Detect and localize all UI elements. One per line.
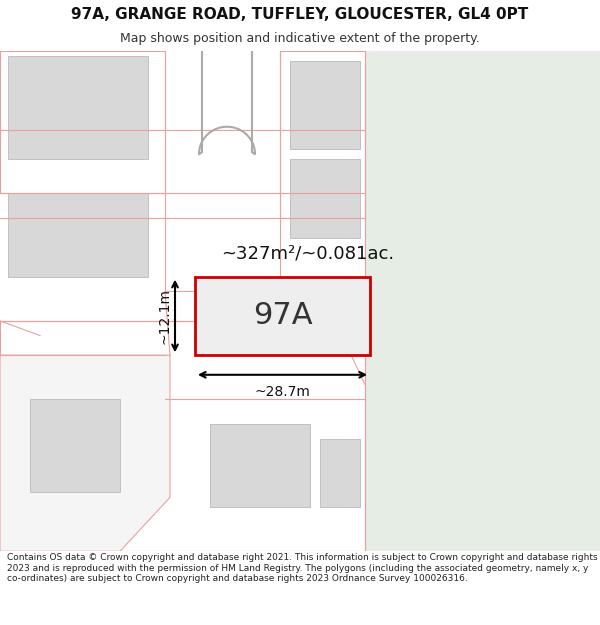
Polygon shape bbox=[165, 51, 280, 291]
Polygon shape bbox=[30, 399, 120, 492]
Polygon shape bbox=[365, 51, 600, 551]
Polygon shape bbox=[290, 61, 360, 149]
Polygon shape bbox=[0, 51, 165, 193]
Text: 97A: 97A bbox=[253, 301, 313, 331]
Polygon shape bbox=[8, 56, 148, 159]
Polygon shape bbox=[0, 321, 365, 551]
Text: 97A, GRANGE ROAD, TUFFLEY, GLOUCESTER, GL4 0PT: 97A, GRANGE ROAD, TUFFLEY, GLOUCESTER, G… bbox=[71, 7, 529, 22]
Polygon shape bbox=[210, 424, 310, 507]
Polygon shape bbox=[290, 159, 360, 238]
Text: ~12.1m: ~12.1m bbox=[158, 288, 172, 344]
Text: Map shows position and indicative extent of the property.: Map shows position and indicative extent… bbox=[120, 32, 480, 45]
Text: Contains OS data © Crown copyright and database right 2021. This information is : Contains OS data © Crown copyright and d… bbox=[7, 553, 598, 583]
Polygon shape bbox=[320, 439, 360, 507]
Polygon shape bbox=[0, 355, 170, 551]
Text: ~327m²/~0.081ac.: ~327m²/~0.081ac. bbox=[221, 244, 394, 262]
Polygon shape bbox=[280, 51, 365, 218]
Polygon shape bbox=[8, 193, 148, 277]
Text: ~28.7m: ~28.7m bbox=[254, 384, 310, 399]
Polygon shape bbox=[195, 277, 370, 355]
